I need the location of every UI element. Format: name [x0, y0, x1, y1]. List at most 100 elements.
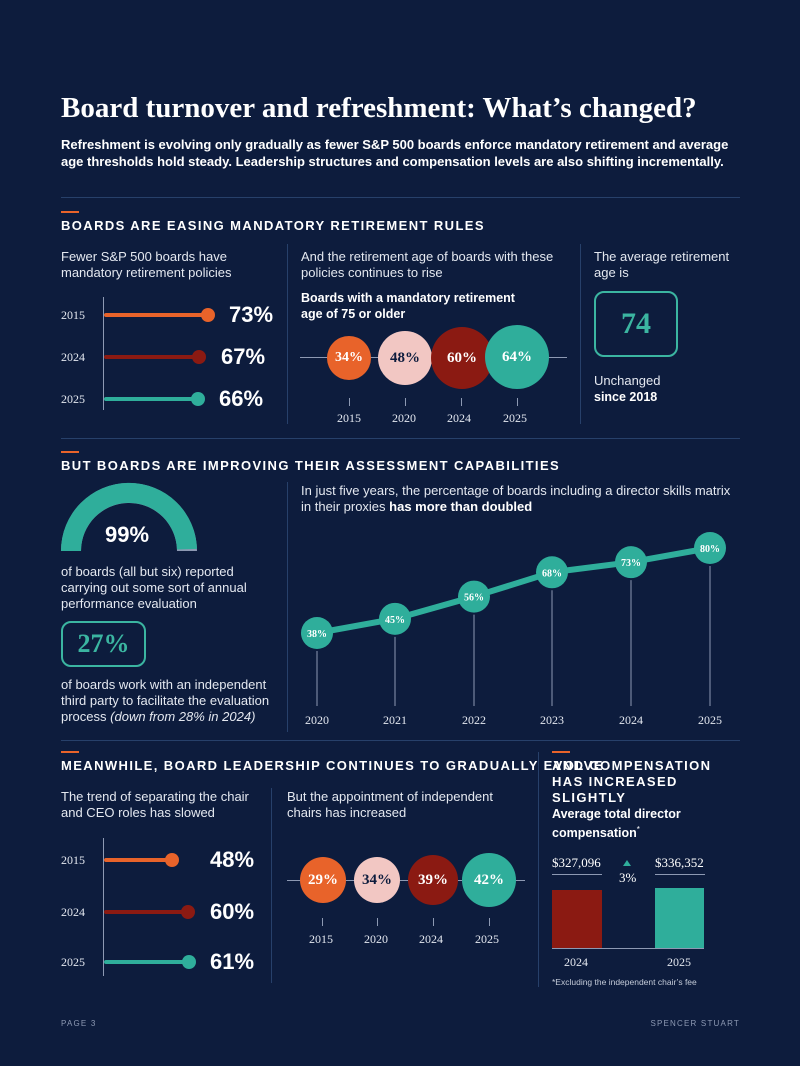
bar	[104, 910, 184, 914]
bar	[104, 960, 186, 964]
s1-col1-text: Fewer S&P 500 boards have mandatory reti…	[61, 249, 232, 280]
intro-text: Refreshment is evolving only gradually a…	[61, 137, 729, 169]
footnote-mark: *	[636, 825, 640, 834]
s3-col1-text: The trend of separating the chair and CE…	[61, 789, 249, 820]
comp-bar-2024	[552, 890, 602, 948]
data-label: 73%	[621, 558, 641, 569]
bar-dot	[201, 308, 215, 322]
gauge-fill	[60, 482, 197, 551]
circle-2025: 64%	[485, 325, 549, 389]
bar	[104, 313, 206, 317]
year-label: 2024	[447, 411, 471, 425]
year-label: 2025	[667, 955, 691, 969]
bar	[104, 858, 168, 862]
year-label: 2024	[61, 350, 85, 364]
tick	[517, 398, 518, 406]
col-divider	[271, 788, 272, 983]
year-label: 2025	[503, 411, 527, 425]
bar-dot	[182, 955, 196, 969]
bar-dot	[181, 905, 195, 919]
col-divider	[287, 244, 288, 424]
year-label: 2025	[475, 932, 499, 946]
x-tick-label: 2024	[619, 713, 643, 727]
comp-baseline	[552, 948, 704, 949]
value-label: 66%	[219, 386, 264, 411]
page-number: PAGE 3	[61, 1019, 97, 1028]
chart-intro: In just five years, the percentage of bo…	[301, 483, 731, 515]
page-title: Board turnover and refreshment: What’s c…	[61, 92, 697, 124]
comp-value-2025: $336,352	[655, 855, 704, 870]
data-point	[536, 556, 568, 589]
s1-col2-text: And the retirement age of boards with th…	[301, 249, 554, 280]
gauge-text: of boards (all but six) reported carryin…	[61, 564, 247, 611]
comp-value-2024: $327,096	[552, 855, 601, 870]
skills-matrix-line-chart: 38% 2020 45% 2021 56% 2022 68% 2023 73% 2024 80% 20…	[301, 532, 726, 727]
value-label: 67%	[221, 344, 266, 369]
circle-2020: 34%	[354, 857, 400, 903]
axis-line	[103, 297, 104, 410]
bar-dot	[192, 350, 206, 364]
tick	[433, 918, 434, 926]
year-label: 2020	[392, 411, 416, 425]
section4-heading: AND COMPENSATION HAS INCREASED SLIGHTLY	[552, 758, 712, 805]
data-label: 38%	[307, 629, 327, 640]
data-point	[458, 580, 490, 613]
x-tick-label: 2022	[462, 713, 486, 727]
circle-2025: 42%	[462, 853, 516, 907]
avg-retirement-age: 74	[594, 291, 678, 357]
comp-subhead-text: Average total director compensation	[552, 807, 681, 841]
data-label: 56%	[464, 593, 484, 604]
year-label: 2015	[337, 411, 361, 425]
tick	[461, 398, 462, 406]
circle-2020: 48%	[378, 331, 432, 385]
series-line	[316, 545, 711, 636]
circle-2024: 60%	[431, 327, 493, 389]
bar-dot	[165, 853, 179, 867]
year-label: 2020	[364, 932, 388, 946]
tick	[405, 398, 406, 406]
bar	[104, 397, 194, 401]
x-tick-label: 2023	[540, 713, 564, 727]
section3-heading: MEANWHILE, BOARD LEADERSHIP CONTINUES TO…	[61, 758, 604, 773]
circle-2015: 29%	[300, 857, 346, 903]
value-label: 60%	[210, 899, 255, 924]
data-label: 68%	[542, 568, 562, 579]
data-label: 45%	[385, 615, 405, 626]
comp-change: 3%	[619, 870, 637, 885]
year-label: 2015	[61, 308, 85, 322]
year-label: 2025	[61, 955, 85, 969]
divider	[61, 438, 740, 439]
year-label: 2015	[309, 932, 333, 946]
third-party-text: of boards work with an independent third…	[61, 677, 281, 725]
tick	[489, 918, 490, 926]
s1-col2-subhead: Boards with a mandatory retirement age o…	[301, 291, 515, 321]
third-party-note: (down from 28% in 2024)	[110, 709, 256, 724]
section-accent	[61, 451, 79, 453]
col-divider	[287, 482, 288, 732]
value-label: 73%	[229, 302, 274, 327]
x-tick-label: 2020	[305, 713, 329, 727]
increase-arrow-icon	[623, 860, 631, 866]
tick	[377, 918, 378, 926]
divider	[61, 197, 740, 198]
x-tick-label: 2025	[698, 713, 722, 727]
section-accent	[61, 211, 79, 213]
chart-intro-text: In just five years, the percentage of bo…	[301, 483, 731, 514]
circle-axis	[287, 880, 525, 881]
s1-col3-text: The average retirement age is	[594, 249, 730, 280]
section2-heading: BUT BOARDS ARE IMPROVING THEIR ASSESSMEN…	[61, 458, 561, 473]
evaluation-gauge	[60, 482, 197, 551]
section-accent	[61, 751, 79, 753]
comp-footnote: *Excluding the independent chair’s fee	[552, 977, 697, 987]
connector-line	[655, 874, 705, 875]
divider	[61, 740, 740, 741]
year-label: 2024	[419, 932, 443, 946]
third-party-value: 27%	[61, 621, 146, 667]
year-label: 2024	[564, 955, 588, 969]
data-point	[615, 546, 647, 579]
gauge-value: 99%	[105, 522, 150, 547]
section1-heading: BOARDS ARE EASING MANDATORY RETIREMENT R…	[61, 218, 485, 233]
data-point	[379, 602, 411, 635]
year-label: 2025	[61, 392, 85, 406]
since-label: since 2018	[594, 390, 658, 404]
